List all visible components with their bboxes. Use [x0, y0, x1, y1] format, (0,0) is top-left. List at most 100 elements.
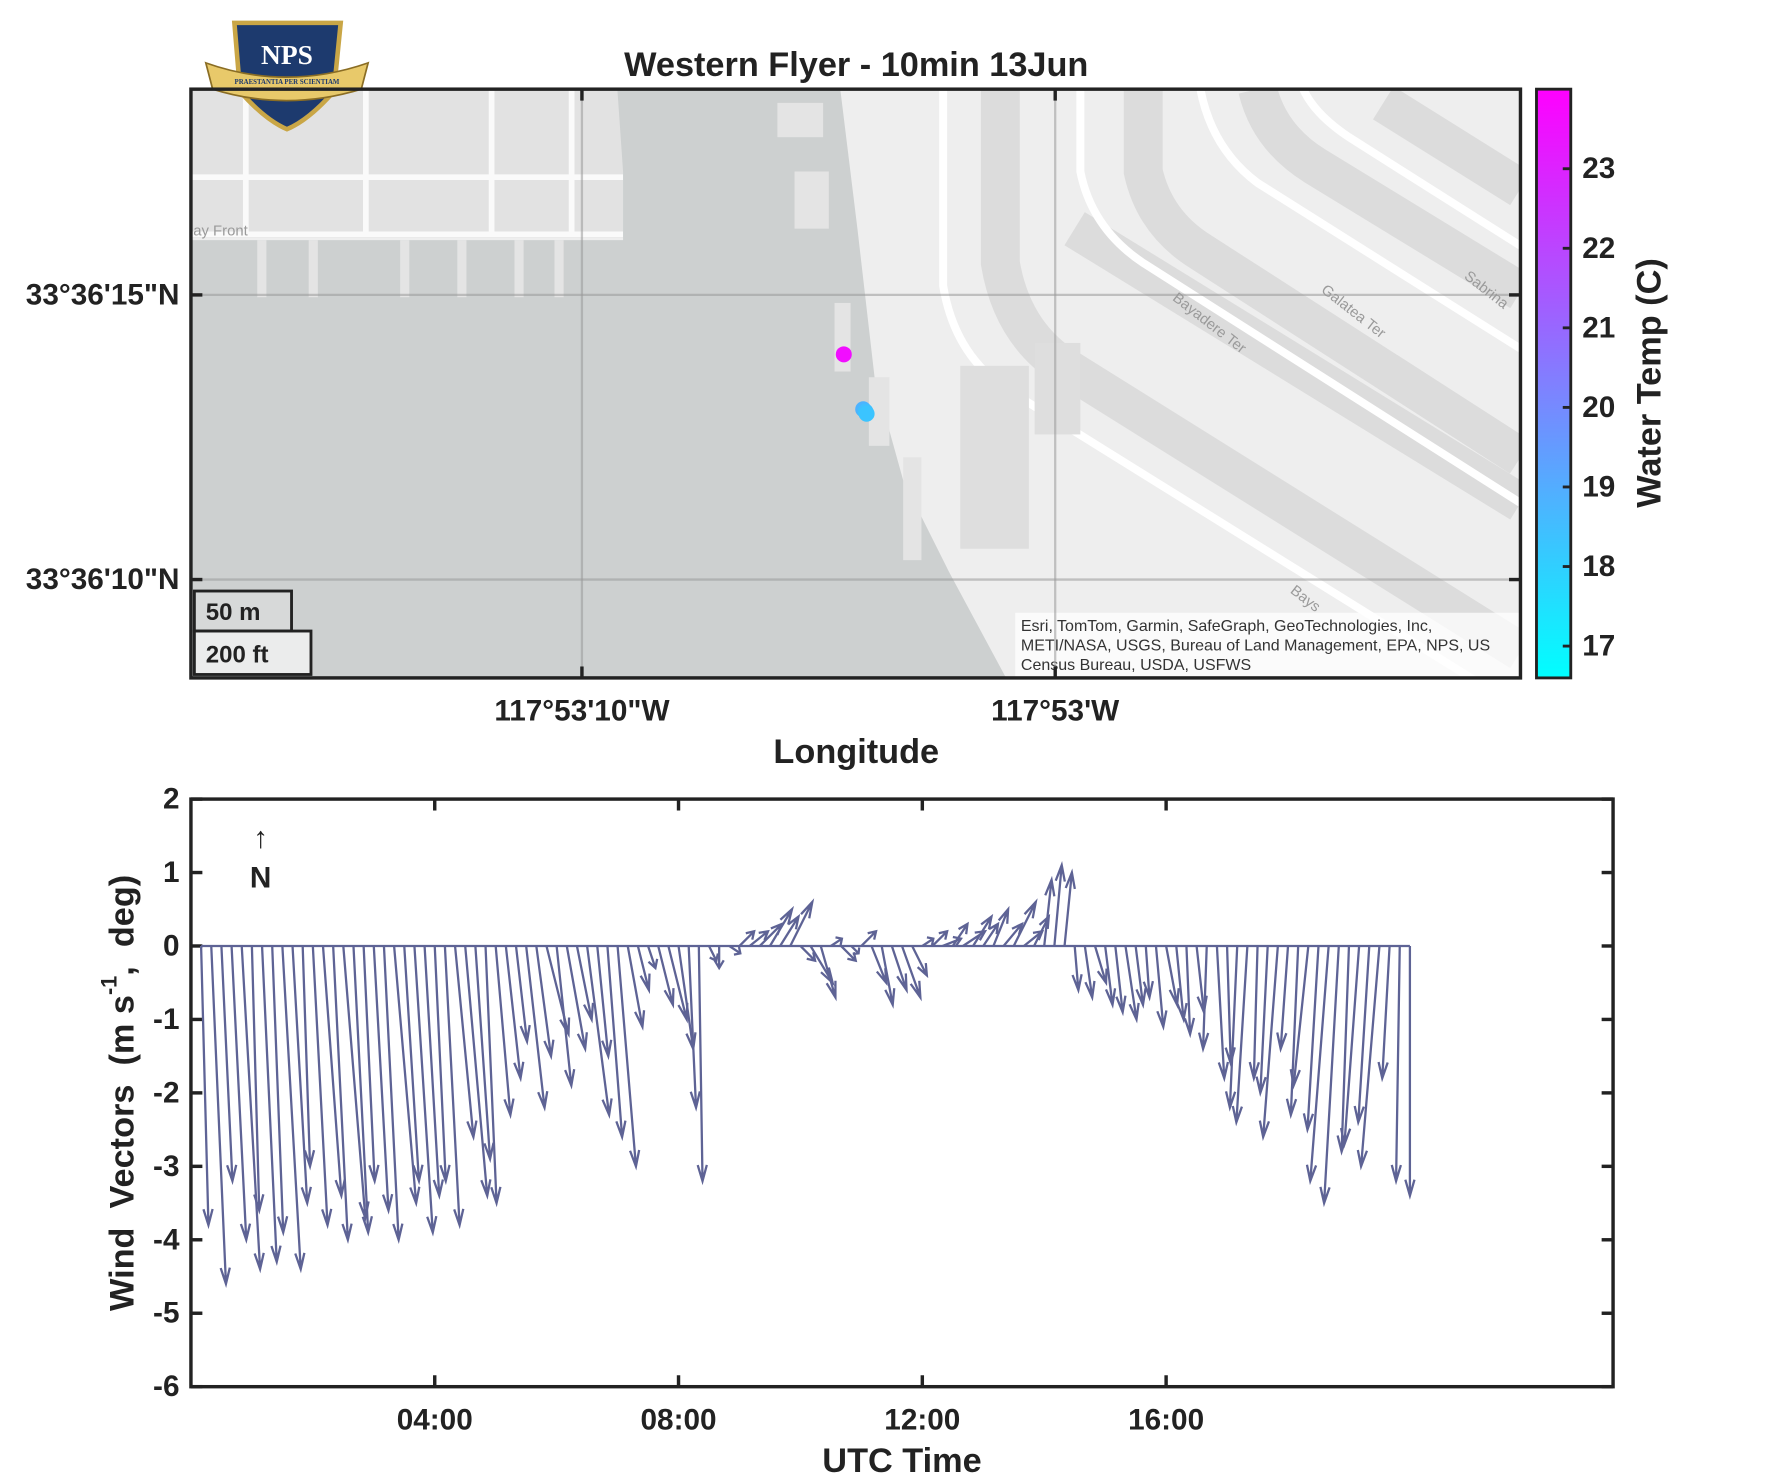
y-axis-label: Wind Vectors (m s-1, deg): [96, 875, 141, 1311]
y-tick-label: 33°36'10"N: [26, 563, 180, 596]
wind-vector: [423, 945, 445, 1200]
wind-vector: [1093, 945, 1108, 987]
wind-vector: [1104, 945, 1117, 1009]
y-tick-label: -3: [153, 1150, 179, 1183]
scale-bar: [192, 629, 313, 676]
attribution: Census Bureau, USDA, USFWS: [1021, 657, 1251, 674]
wind-vector: [931, 929, 949, 947]
wind-vector: [1114, 945, 1127, 1017]
wind-vector: [575, 945, 595, 1024]
wind-vector: [890, 945, 908, 995]
wind-vector: [392, 945, 421, 1208]
wind-vector: [494, 945, 515, 1120]
wind-vector: [484, 945, 502, 1208]
wind-vector: [713, 945, 725, 971]
wind-vector: [1215, 945, 1230, 1083]
wind-vector: [636, 945, 651, 995]
wind-vector: [880, 945, 896, 1009]
y-tick-label: 2: [163, 783, 180, 816]
wind-vector: [1319, 945, 1340, 1208]
wind-vector: [1083, 945, 1096, 1002]
wind-vector: [1071, 945, 1083, 995]
wind-vector: [779, 913, 801, 947]
logo-title: NPS: [261, 40, 313, 70]
y-tick-label: -4: [153, 1223, 180, 1256]
wind-vector: [789, 898, 815, 947]
x-tick-label: 08:00: [641, 1403, 717, 1436]
wind-vector: [1124, 945, 1140, 1024]
data-point: [858, 405, 875, 422]
wind-vector: [1231, 945, 1249, 1127]
chart-title: Western Flyer - 10min 13Jun: [624, 46, 1088, 84]
wind-vector: [1063, 868, 1076, 947]
y-tick-label: 33°36'15"N: [26, 278, 180, 311]
x-axis-label: Longitude: [773, 733, 939, 771]
wind-vector: [413, 945, 438, 1237]
y-tick-label: -2: [153, 1076, 179, 1109]
x-tick-label: 117°53'W: [991, 695, 1120, 728]
wind-vector: [921, 936, 935, 947]
wind-vector: [504, 945, 525, 1083]
colorbar-label: Water Temp (C): [1631, 258, 1669, 508]
wind-vector: [646, 945, 659, 971]
wind-vector: [830, 936, 844, 947]
wind-vector: [311, 945, 333, 1230]
wind-vector: [1377, 945, 1391, 1083]
logo: NPS PRAESTANTIA PER SCIENTIAM: [204, 20, 370, 132]
attribution: METI/NASA, USGS, Bureau of Land Manageme…: [1021, 637, 1490, 654]
x-tick-label: 12:00: [884, 1403, 960, 1436]
wind-vector: [728, 945, 742, 956]
y-tick-label: 0: [163, 929, 180, 962]
wind-vector: [514, 945, 531, 1046]
wind-vector: [1390, 945, 1402, 1186]
colorbar-tick-label: 22: [1582, 232, 1615, 265]
wind-vector: [443, 945, 465, 1230]
wind-vector: [1276, 945, 1290, 1053]
wind-vector: [799, 945, 817, 963]
wind-vector: [840, 945, 858, 963]
wind-vector: [321, 945, 346, 1200]
y-tick-label: 1: [163, 856, 180, 889]
x-tick-label: 117°53'10"W: [494, 695, 670, 728]
colorbar-tick-label: 18: [1582, 550, 1615, 583]
wind-vector: [616, 945, 641, 1171]
colorbar-tick-label: 19: [1582, 470, 1615, 503]
wind-vector: [1053, 861, 1066, 947]
wind-vector: [1043, 875, 1056, 947]
axes-box: [189, 797, 1615, 1389]
wind-vector: [382, 945, 404, 1244]
x-tick-label: 04:00: [397, 1403, 473, 1436]
wind-vector: [1134, 945, 1147, 1009]
wind-vector: [1255, 945, 1269, 1098]
annotation: N: [250, 861, 271, 894]
wind-vector: [860, 929, 878, 947]
wind-vector: [1197, 945, 1210, 1053]
wind-vector: [1356, 945, 1381, 1171]
wind-vector: [900, 945, 922, 1002]
wind-vector: [372, 945, 394, 1215]
wind-vector: [1175, 945, 1188, 1024]
scale-bar: [192, 589, 293, 633]
wind-vector: [525, 945, 549, 1112]
wind-vector: [1248, 945, 1260, 1083]
wind-vector: [535, 945, 555, 1061]
wind-vector: [1183, 945, 1196, 1039]
wind-vector: [1305, 945, 1330, 1186]
colorbar-tick-label: 21: [1582, 311, 1615, 344]
x-tick-label: 16:00: [1128, 1403, 1204, 1436]
y-tick-label: -1: [153, 1003, 179, 1036]
colorbar: [1535, 87, 1573, 680]
wind-vector: [332, 945, 353, 1244]
wind-vector: [748, 929, 770, 947]
wind-vector: [474, 945, 495, 1164]
wind-vector: [220, 945, 238, 1186]
y-tick-label: -5: [153, 1297, 179, 1330]
wind-vector: [1353, 945, 1371, 1127]
colorbar-tick-label: 20: [1582, 391, 1615, 424]
basemap: ay Front Bayadere Ter Galatea Ter Sabrin…: [190, 89, 1521, 678]
y-axis-label-part: Wind Vectors (m s: [103, 995, 141, 1311]
scale-label: 50 m: [206, 599, 261, 626]
wind-vector: [1285, 945, 1300, 1120]
wind-vector: [707, 945, 719, 963]
